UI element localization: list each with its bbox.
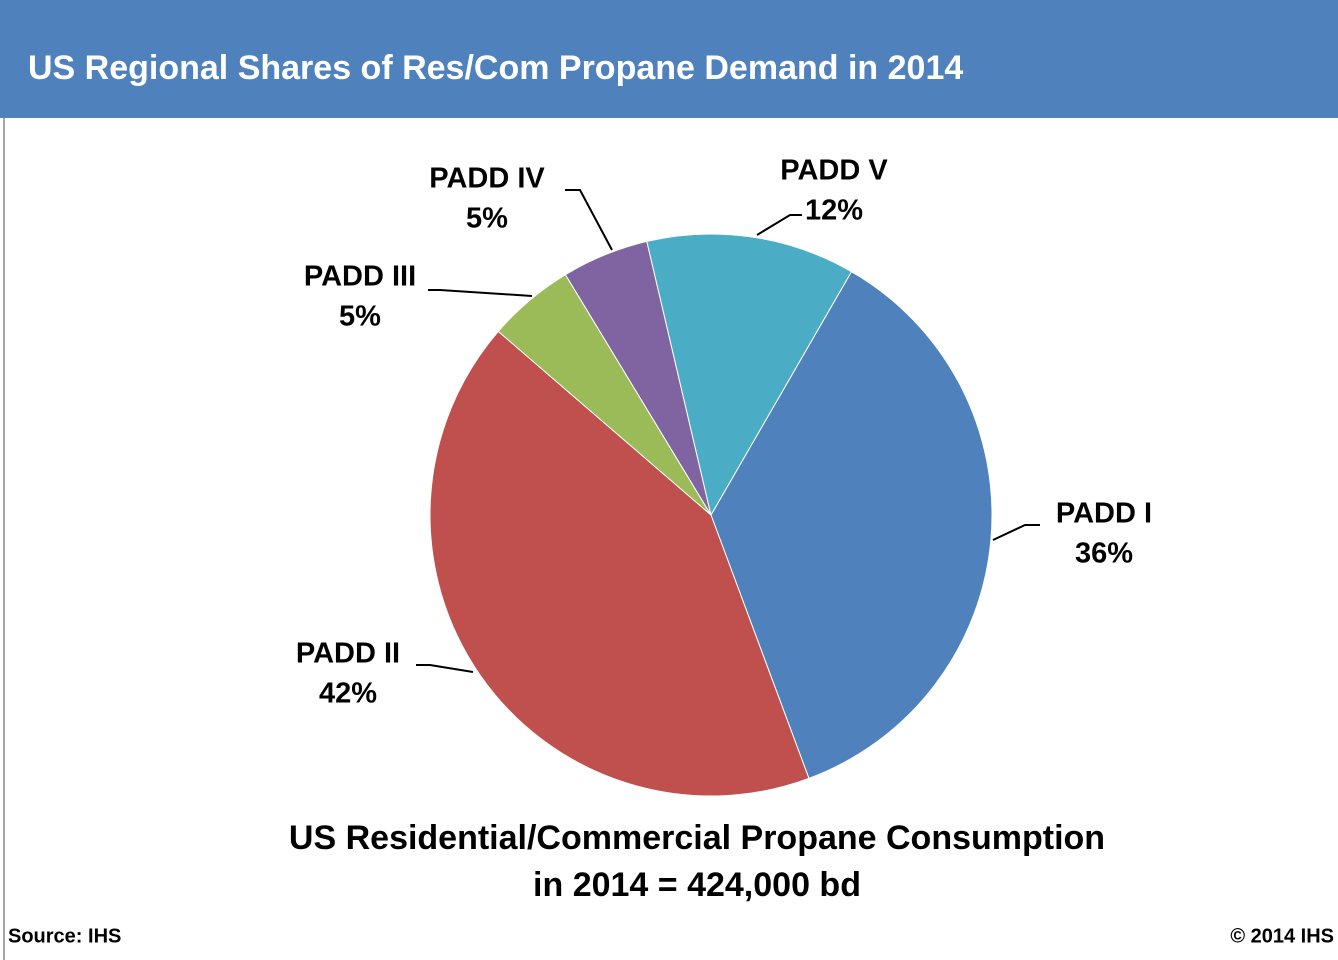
note-line: US Residential/Commercial Propane Consum…: [289, 819, 1105, 857]
pie-slice: [646, 233, 853, 517]
leader-line: [428, 289, 533, 297]
slice-label: PADD II: [296, 638, 400, 670]
leader-line: [565, 189, 613, 251]
slice-value-label: 42%: [319, 678, 377, 710]
pie: [429, 233, 993, 797]
copyright: © 2014 IHS: [1230, 925, 1334, 947]
slice-value-label: 12%: [805, 195, 863, 227]
pie-slice: [710, 270, 993, 780]
pie-slice: [429, 330, 810, 797]
slice-label: PADD I: [1056, 498, 1152, 530]
slice-label: PADD V: [780, 155, 888, 187]
leader-line: [992, 524, 1040, 541]
slice-label: PADD IV: [429, 163, 545, 195]
slice-value-label: 5%: [466, 203, 508, 235]
slice-label: PADD III: [304, 261, 416, 293]
leader-line: [416, 664, 474, 673]
note-line: in 2014 = 424,000 bd: [533, 866, 861, 904]
slice-value-label: 36%: [1075, 538, 1133, 570]
header-bar: [0, 0, 1338, 118]
source: Source: IHS: [8, 925, 121, 947]
chart-title: US Regional Shares of Res/Com Propane De…: [28, 49, 963, 87]
leader-line: [756, 214, 802, 236]
slice-value-label: 5%: [339, 301, 381, 333]
